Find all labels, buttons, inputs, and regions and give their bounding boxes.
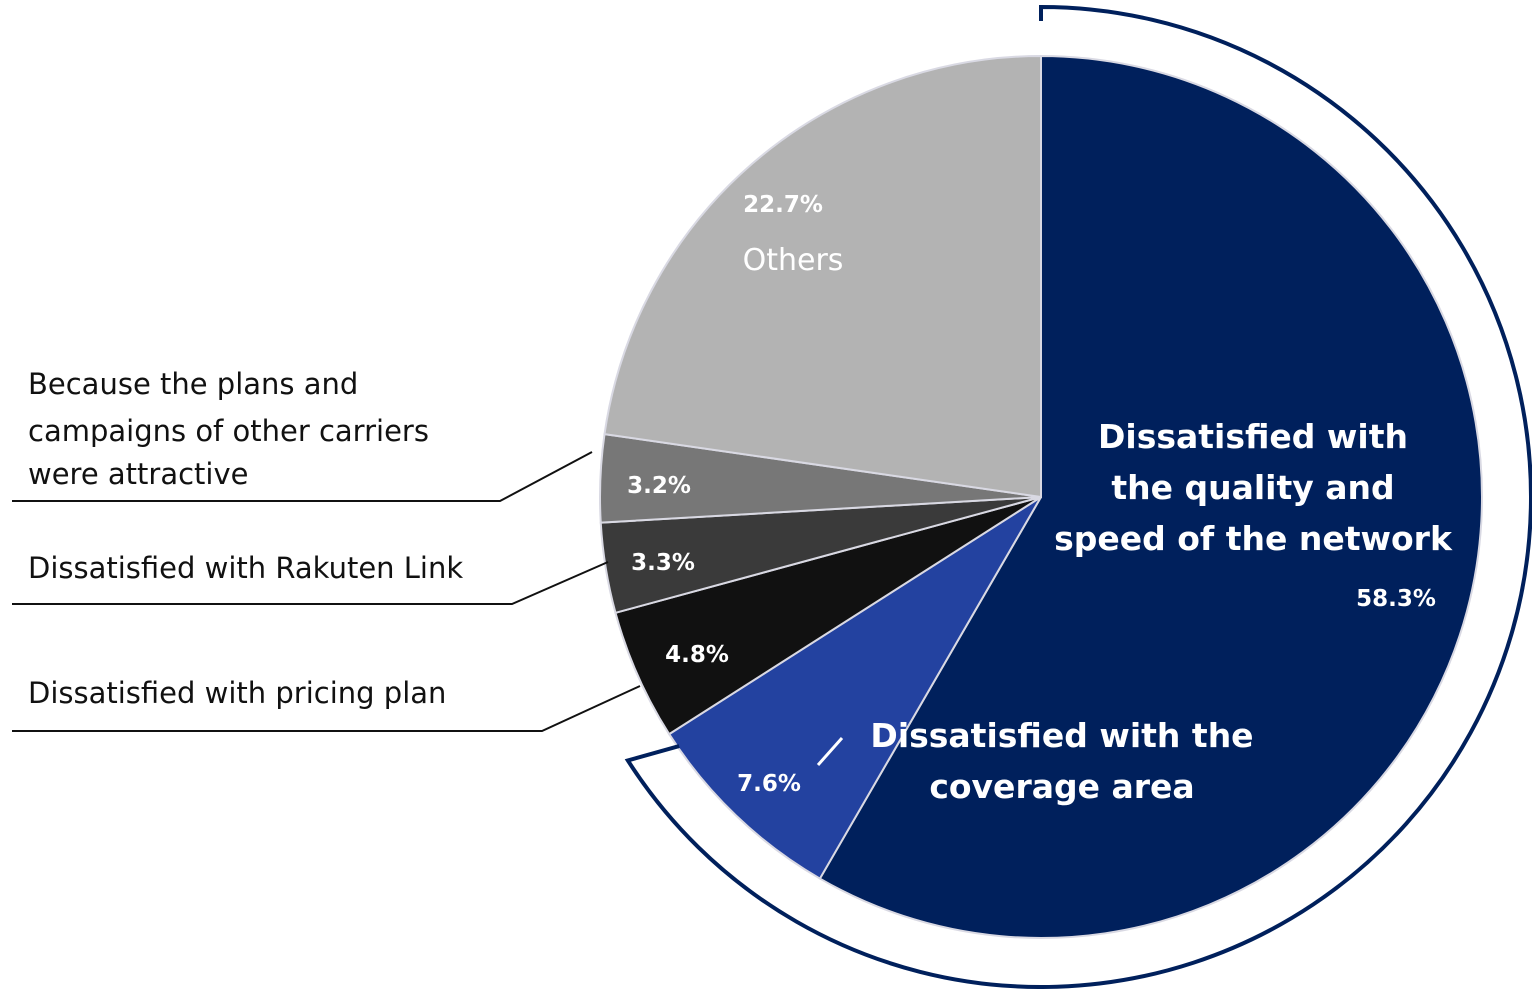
slice-name-coverage-line-1: coverage area [929, 767, 1194, 806]
pct-label-network: 58.3% [1356, 586, 1436, 612]
slice-name-others: Others [743, 243, 844, 278]
pct-label-other-carriers: 3.2% [627, 473, 691, 499]
pct-label-rakuten-link: 3.3% [631, 550, 695, 576]
leader-rakuten-link [12, 561, 609, 605]
leader-other-carriers [12, 451, 593, 502]
highlight-bracket [624, 4, 1532, 989]
slice-name-network-line-1: the quality and [1111, 468, 1394, 507]
ext-label-other-carriers-line-0: Because the plans and [28, 367, 358, 401]
slice-name-coverage-line-0: Dissatisfied with the [870, 716, 1253, 755]
slice-name-network-line-2: speed of the network [1054, 519, 1453, 558]
pct-label-others: 22.7% [743, 192, 823, 218]
leader-pricing [12, 685, 641, 732]
pie-slice-5 [603, 54, 1042, 499]
pie-slice-0 [818, 54, 1483, 939]
ext-label-pricing: Dissatisfied with pricing plan [28, 676, 446, 710]
slice-name-network-line-0: Dissatisfied with [1098, 417, 1408, 456]
labels-layer: Dissatisfied with the quality and speed of… [28, 192, 1453, 806]
leader-lines [12, 451, 844, 766]
ext-label-rakuten-link: Dissatisfied with Rakuten Link [28, 551, 463, 585]
pct-label-coverage: 7.6% [737, 771, 801, 797]
ext-label-other-carriers-line-1: campaigns of other carriers [28, 414, 429, 448]
leader-coverage [816, 737, 844, 766]
ext-label-other-carriers-line-2: were attractive [28, 457, 249, 491]
pct-label-pricing: 4.8% [665, 642, 729, 668]
slices-layer [599, 54, 1483, 939]
